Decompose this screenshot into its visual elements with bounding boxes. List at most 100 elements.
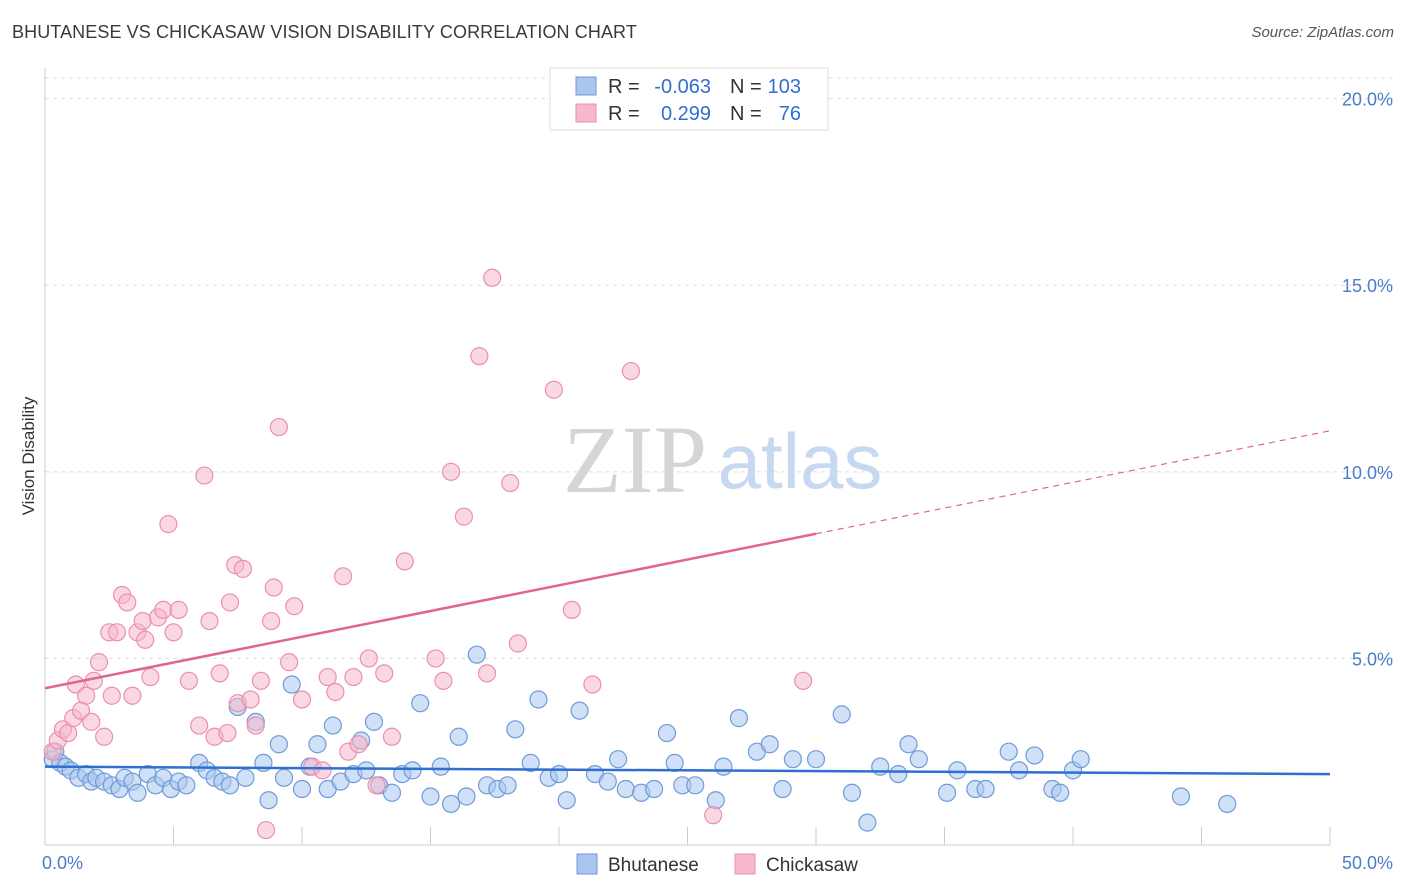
chickasaw-point-70 [544,380,563,399]
chickasaw-point-40 [251,671,270,690]
chickasaw-point-43 [264,578,283,597]
chickasaw-point-19 [133,611,152,631]
chickasaw-point-44 [269,417,288,437]
bhutanese-point-71 [657,723,677,743]
legend-n-value-2: 76 [779,103,801,125]
chickasaw-point-42 [262,611,281,631]
chickasaw-point-41 [256,820,276,840]
bhutanese-point-80 [773,779,792,799]
bhutanese-point-93 [976,779,995,799]
chickasaw-trend-line-dashed [815,430,1331,535]
bhutanese-point-14 [128,783,147,802]
bhutanese-point-82 [806,750,826,769]
chickasaw-point-64 [454,507,474,526]
chickasaw-point-32 [210,664,229,683]
bhutanese-point-45 [382,783,402,802]
bhutanese-point-42 [357,761,376,780]
x-tick-label-1: 50.0% [1342,853,1393,873]
bottom-legend: Bhutanese Chickasaw [576,853,858,876]
chickasaw-point-50 [318,667,337,687]
chickasaw-point-47 [292,690,312,709]
legend-n-value-1: 103 [768,76,801,98]
legend-swatch-bhutanese [575,76,597,96]
chickasaw-point-33 [218,723,237,743]
watermark-zip: ZIP [563,406,707,513]
chickasaw-point-55 [349,735,368,754]
bottom-legend-swatch-chickasaw [734,853,756,875]
chickasaw-point-63 [441,462,461,481]
chickasaw-point-68 [501,473,520,493]
chickasaw-point-51 [326,682,345,702]
chickasaw-point-21 [141,667,160,687]
bhutanese-point-88 [899,735,918,754]
chickasaw-point-24 [159,514,178,534]
bhutanese-point-98 [1051,783,1070,802]
chickasaw-point-75 [794,671,813,690]
bhutanese-point-48 [411,694,430,713]
chickasaw-point-28 [190,716,209,735]
source-note: Source: ZipAtlas.com [1251,24,1394,41]
bhutanese-point-74 [686,776,705,795]
bhutanese-point-67 [609,750,628,769]
chickasaw-point-17 [123,686,142,705]
bhutanese-point-89 [909,750,928,769]
x-tick-label-0: 0.0% [42,853,83,873]
y-tick-label-1: 10.0% [1342,463,1393,483]
legend-n-label-2: N = [730,103,762,125]
bhutanese-point-50 [431,757,450,776]
bhutanese-point-76 [714,757,733,776]
bhutanese-point-38 [323,716,342,735]
bhutanese-point-32 [274,768,294,787]
chickasaw-point-69 [508,634,527,653]
bhutanese-point-91 [948,761,967,780]
chickasaw-point-30 [200,611,219,631]
trend-lines [44,430,1331,776]
bhutanese-point-58 [506,720,525,739]
watermark-atlas: atlas [718,417,883,505]
bhutanese-point-75 [706,791,725,810]
bhutanese-point-54 [467,645,486,664]
bhutanese-point-62 [549,764,569,784]
bhutanese-point-27 [236,768,255,787]
chickasaw-point-8 [82,712,101,731]
bhutanese-point-53 [457,787,476,806]
bhutanese-point-83 [832,705,851,724]
bottom-legend-swatch-bhutanese [576,853,598,875]
y-tick-label-0: 5.0% [1352,649,1393,669]
legend-r-label-1: R = [608,76,640,98]
chickasaw-point-29 [195,466,214,485]
bhutanese-point-102 [1218,794,1237,814]
chickasaw-point-38 [241,690,260,709]
bhutanese-point-59 [521,753,540,773]
chickasaw-point-11 [95,727,114,746]
bhutanese-point-31 [269,735,288,754]
axes [44,68,1331,846]
chickasaw-point-65 [470,347,489,366]
bhutanese-point-36 [308,735,327,754]
bhutanese-point-30 [259,791,278,810]
chickasaw-point-74 [704,806,723,825]
chickasaw-point-10 [89,653,109,672]
chickasaw-point-57 [367,776,386,795]
bhutanese-point-51 [441,794,461,814]
chickasaw-point-26 [169,600,188,620]
chickasaw-point-45 [280,653,299,672]
legend-r-value-2: 0.299 [661,103,711,125]
bhutanese-point-52 [449,727,468,746]
chickasaw-point-59 [382,727,402,746]
bhutanese-point-63 [557,791,576,810]
watermark: ZIP atlas [563,406,882,513]
chickasaw-point-37 [233,559,252,578]
legend: R = -0.063 N = 103 R = 0.299 N = 76 [549,67,829,131]
chart-title: BHUTANESE VS CHICKASAW VISION DISABILITY… [12,22,637,42]
chickasaw-point-23 [154,600,173,620]
bhutanese-point-33 [282,675,301,694]
bhutanese-point-68 [616,779,635,799]
bhutanese-trend-line [44,765,1331,776]
chickasaw-point-54 [344,667,363,687]
chickasaw-point-61 [426,649,445,668]
bhutanese-point-72 [665,753,684,773]
y-axis-label: Vision Disability [19,396,38,515]
bhutanese-point-57 [498,776,517,795]
